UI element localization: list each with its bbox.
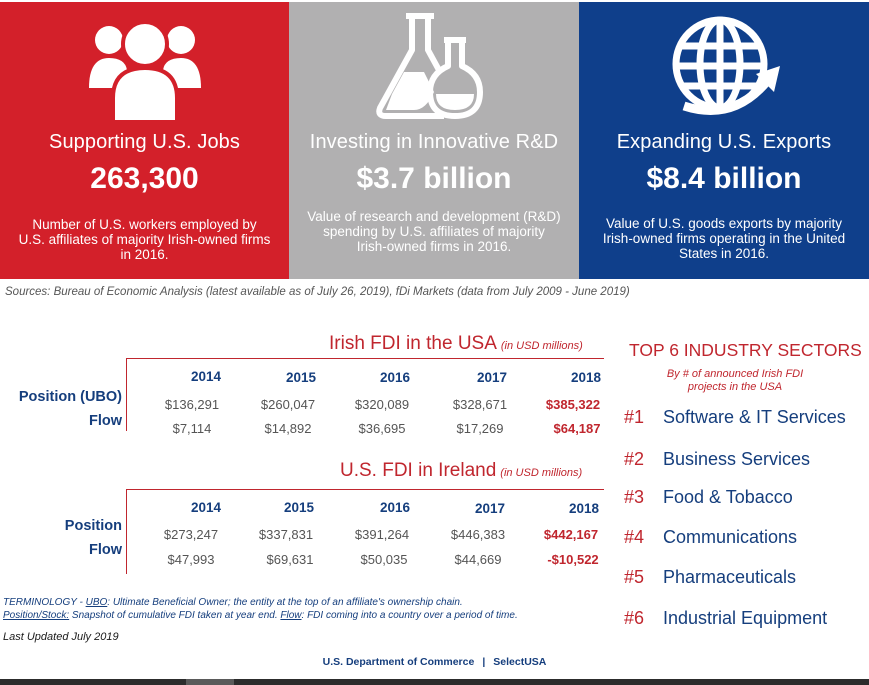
sectors-title: TOP 6 INDUSTRY SECTORS <box>629 340 862 360</box>
panel-value: $8.4 billion <box>646 162 802 195</box>
footer-selectusa: SelectUSA <box>493 656 547 668</box>
last-updated: Last Updated July 2019 <box>3 631 119 643</box>
panel-description: Number of U.S. workers employed by U.S. … <box>18 217 271 262</box>
people-icon <box>0 8 289 123</box>
sector-rank: #1 <box>624 407 645 427</box>
ireland-table-unit: (in USD millions) <box>500 467 583 479</box>
footer-commerce: U.S. Department of Commerce <box>322 656 475 668</box>
sector-name: Communications <box>663 527 798 547</box>
flask-icon <box>289 8 579 123</box>
panel-title: Investing in Innovative R&D <box>309 131 559 153</box>
sector-name: Food & Tobacco <box>663 487 793 507</box>
panel-value: $3.7 billion <box>356 162 512 195</box>
sectors-subtitle: By # of announced Irish FDI projects in … <box>666 368 804 393</box>
sector-name: Business Services <box>663 449 811 469</box>
ireland-position-2014: $273,247 <box>163 527 219 542</box>
ireland-table-title-text: U.S. FDI in Ireland <box>340 460 497 481</box>
terminology-ubo-def: : Ultimate Beneficial Owner; the entity … <box>107 597 463 608</box>
footer-separator: | <box>482 656 486 668</box>
usa-table-title: Irish FDI in the USA (in USD millions) <box>329 333 583 355</box>
usa-row-label-position: Position (UBO) <box>18 389 122 405</box>
usa-year-2017: 2017 <box>476 370 508 385</box>
panel-value: 263,300 <box>90 162 199 195</box>
ireland-flow-2015: $69,631 <box>266 552 314 567</box>
terminology-note: TERMINOLOGY - UBO: Ultimate Beneficial O… <box>3 596 518 622</box>
ireland-flow-2016: $50,035 <box>360 552 408 567</box>
usa-table-frame <box>126 358 604 431</box>
panel-innovative-rd: Investing in Innovative R&D $3.7 billion… <box>289 2 579 279</box>
ireland-position-2017: $446,383 <box>450 527 506 542</box>
terminology-line-ubo: TERMINOLOGY - UBO: Ultimate Beneficial O… <box>3 596 518 609</box>
usa-year-2014: 2014 <box>190 369 222 384</box>
terminology-flow-def: : FDI coming into a country over a perio… <box>301 610 518 621</box>
ireland-flow-2017: $44,669 <box>454 552 502 567</box>
usa-flow-2017: $17,269 <box>456 421 504 436</box>
panel-expanding-exports: Expanding U.S. Exports $8.4 billion Valu… <box>579 2 869 279</box>
usa-flow-2015: $14,892 <box>264 421 312 436</box>
sector-name: Pharmaceuticals <box>663 567 797 587</box>
ireland-flow-2014: $47,993 <box>167 552 215 567</box>
ireland-table-frame <box>126 489 604 574</box>
panel-supporting-jobs: Supporting U.S. Jobs 263,300 Number of U… <box>0 2 289 279</box>
usa-table-title-text: Irish FDI in the USA <box>329 333 497 354</box>
ireland-row-label-flow: Flow <box>88 542 122 558</box>
globe-icon <box>579 8 869 123</box>
usa-position-2018: $385,322 <box>545 397 601 412</box>
sector-item: #1 Software & IT Services <box>624 407 846 428</box>
sector-rank: #6 <box>624 608 645 628</box>
usa-flow-2018: $64,187 <box>553 421 601 436</box>
ireland-flow-2018: -$10,522 <box>547 552 599 567</box>
usa-year-2018: 2018 <box>570 370 602 385</box>
usa-row-label-flow: Flow <box>88 413 122 429</box>
sector-item: #5 Pharmaceuticals <box>624 567 796 588</box>
terminology-prefix: TERMINOLOGY - <box>3 597 86 608</box>
terminology-position-def: Snapshot of cumulative FDI taken at year… <box>69 610 281 621</box>
usa-year-2016: 2016 <box>379 370 411 385</box>
sector-item: #3 Food & Tobacco <box>624 487 793 508</box>
sources-note: Sources: Bureau of Economic Analysis (la… <box>5 286 630 298</box>
usa-year-2015: 2015 <box>285 370 317 385</box>
ireland-year-2018: 2018 <box>568 501 600 516</box>
ireland-row-label-position: Position <box>64 518 122 534</box>
usa-flow-2016: $36,695 <box>358 421 406 436</box>
usa-table-unit: (in USD millions) <box>500 340 583 352</box>
sector-item: #2 Business Services <box>624 449 810 470</box>
usa-flow-2014: $7,114 <box>172 421 212 436</box>
ireland-year-2016: 2016 <box>379 500 411 515</box>
panel-title: Expanding U.S. Exports <box>616 131 832 153</box>
terminology-position-term: Position/Stock: <box>3 610 70 621</box>
sector-item: #6 Industrial Equipment <box>624 608 827 629</box>
sector-item: #4 Communications <box>624 527 797 548</box>
sector-name: Software & IT Services <box>663 407 846 427</box>
terminology-flow-term: Flow <box>280 610 302 621</box>
ireland-year-2017: 2017 <box>474 501 506 516</box>
ireland-position-2016: $391,264 <box>354 527 410 542</box>
usa-position-2016: $320,089 <box>354 397 410 412</box>
ireland-table-title: U.S. FDI in Ireland (in USD millions) <box>340 460 582 482</box>
usa-position-2017: $328,671 <box>452 397 508 412</box>
ireland-year-2014: 2014 <box>190 500 222 515</box>
bottom-scroll-thumb[interactable] <box>186 679 234 685</box>
panel-description: Value of U.S. goods exports by majority … <box>602 216 846 261</box>
sector-rank: #4 <box>624 527 645 547</box>
usa-position-2015: $260,047 <box>260 397 316 412</box>
ireland-position-2018: $442,167 <box>543 527 599 542</box>
ireland-year-2015: 2015 <box>283 500 315 515</box>
footer: U.S. Department of Commerce | SelectUSA <box>0 656 869 668</box>
ireland-position-2015: $337,831 <box>258 527 314 542</box>
sector-rank: #2 <box>624 449 645 469</box>
sector-rank: #5 <box>624 567 645 587</box>
sector-name: Industrial Equipment <box>663 608 828 628</box>
panel-description: Value of research and development (R&D) … <box>307 209 561 254</box>
panel-title: Supporting U.S. Jobs <box>49 131 240 153</box>
bottom-bar <box>0 679 869 685</box>
terminology-line-position: Position/Stock: Snapshot of cumulative F… <box>3 609 518 622</box>
sector-rank: #3 <box>624 487 645 507</box>
terminology-ubo-term: UBO <box>85 597 108 608</box>
usa-position-2014: $136,291 <box>164 397 220 412</box>
